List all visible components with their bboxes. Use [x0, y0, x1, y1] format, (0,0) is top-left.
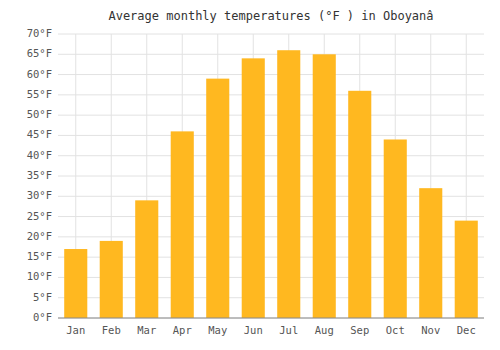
bars: [64, 50, 478, 318]
y-tick-label: 5°F: [33, 291, 52, 303]
y-tick-label: 20°F: [27, 230, 52, 242]
bar: [135, 200, 158, 318]
x-tick-label: Jan: [66, 324, 85, 336]
y-grid-line: [58, 318, 484, 319]
x-tick-label: Jun: [244, 324, 263, 336]
bar: [242, 58, 265, 318]
bar: [277, 50, 300, 318]
x-tick-label: Dec: [457, 324, 476, 336]
y-grid-line: [58, 34, 484, 35]
y-tick-label: 65°F: [27, 47, 52, 59]
y-tick-label: 70°F: [27, 27, 52, 39]
y-tick-label: 50°F: [27, 108, 52, 120]
bar: [419, 188, 442, 318]
y-tick-label: 35°F: [27, 169, 52, 181]
y-tick-label: 30°F: [27, 189, 52, 201]
x-tick-label: Apr: [173, 324, 192, 336]
y-grid-line: [58, 135, 484, 136]
bar: [206, 79, 229, 318]
bar: [384, 139, 407, 318]
y-grid-line: [58, 54, 484, 55]
chart: Average monthly temperatures (°F ) in Ob…: [0, 0, 500, 350]
bar: [313, 54, 336, 318]
bar: [100, 241, 123, 318]
y-tick-label: 0°F: [33, 311, 52, 323]
y-tick-label: 45°F: [27, 128, 52, 140]
y-tick-label: 25°F: [27, 210, 52, 222]
title: Average monthly temperatures (°F ) in Ob…: [108, 9, 433, 23]
y-grid-line: [58, 176, 484, 177]
x-tick-label: Feb: [102, 324, 121, 336]
x-tick-label: Jul: [279, 324, 298, 336]
bar: [64, 249, 87, 318]
bar: [348, 91, 371, 318]
y-tick-label: 55°F: [27, 88, 52, 100]
y-tick-label: 15°F: [27, 250, 52, 262]
grid: [58, 34, 484, 318]
y-tick-label: 60°F: [27, 68, 52, 80]
x-tick-label: Sep: [350, 324, 369, 336]
x-tick-label: Oct: [386, 324, 405, 336]
y-grid-line: [58, 94, 484, 95]
y-tick-label: 40°F: [27, 149, 52, 161]
y-grid-line: [58, 115, 484, 116]
x-tick-label: May: [208, 324, 227, 336]
x-tick-label: Nov: [421, 324, 440, 336]
x-tick-label: Aug: [315, 324, 334, 336]
bar: [171, 131, 194, 318]
y-tick-label: 10°F: [27, 270, 52, 282]
x-axis-line: [58, 318, 484, 319]
chart-container: Average monthly temperatures (°F ) in Ob…: [0, 0, 500, 350]
y-grid-line: [58, 74, 484, 75]
bar: [455, 221, 478, 318]
x-tick-label: Mar: [137, 324, 156, 336]
y-grid-line: [58, 155, 484, 156]
